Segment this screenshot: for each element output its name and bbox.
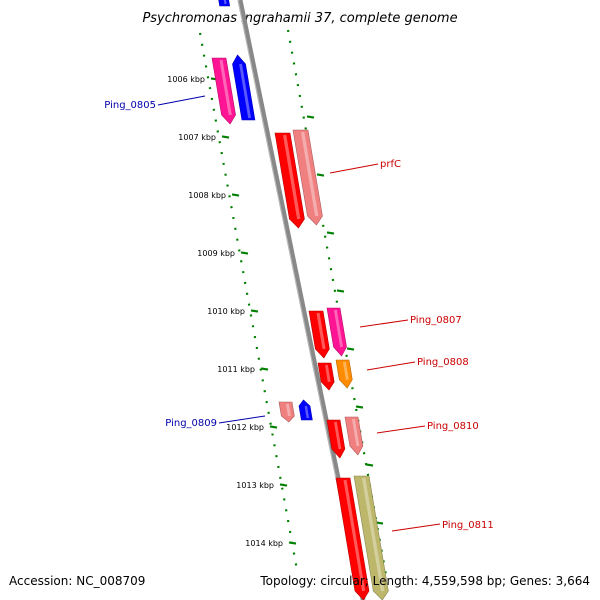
gene-prfc-shine — [301, 131, 319, 217]
gene-ping-0811-a — [335, 477, 370, 600]
gene-label-leader — [359, 319, 409, 328]
scale-tick — [279, 483, 288, 487]
gene-ping-0807-a-shine — [316, 312, 326, 350]
gene-labels: Ping_0805 prfC Ping_0807 Ping_0808 Ping_0809… — [104, 95, 494, 532]
gene-prfc-a-body — [274, 132, 305, 229]
gene-ping-0807-body — [326, 307, 347, 357]
gene-ping-0809-a-shine — [285, 403, 291, 417]
gene-ping-0810-a — [326, 419, 346, 459]
scale-tick — [269, 425, 278, 429]
gene-ping-0811-a-body — [335, 477, 370, 600]
scale-tick — [260, 367, 269, 371]
gene-ping-0808-shine — [342, 361, 349, 380]
gene-ping-0811 — [353, 475, 389, 600]
kbp-label: 1006 kbp — [167, 75, 205, 84]
genome-title: Psychromonas ingrahamii 37, complete gen… — [142, 11, 457, 26]
gene-prfc — [292, 129, 323, 226]
gene-prfc-body — [292, 129, 323, 226]
gene-ping-0809-a-body — [278, 401, 295, 423]
kbp-label: 1012 kbp — [226, 423, 264, 432]
gene-prfc-a — [274, 132, 305, 229]
gene-label-leader — [218, 415, 266, 424]
kbp-label: 1007 kbp — [178, 133, 216, 142]
scale-tick — [240, 251, 249, 255]
gene-ping-0810-body — [344, 416, 364, 456]
gene-ping-0807-a-body — [308, 310, 330, 359]
gene-ping-0805-body — [232, 54, 256, 121]
gene-label-leader — [391, 523, 441, 532]
gene-ping-0809-shine — [304, 405, 310, 419]
genome-stats-text: Topology: circular; Length: 4,559,598 bp… — [260, 574, 590, 588]
scale-tick — [336, 289, 345, 293]
gene-top-partial-body — [218, 0, 231, 7]
scale-tick — [355, 405, 364, 409]
kbp-scale: 1006 kbp 1007 kbp 1008 kbp 1009 kbp 1010 kbp… — [167, 29, 388, 576]
kbp-label: 1014 kbp — [245, 539, 283, 548]
scale-tick — [231, 193, 240, 197]
gene-label[interactable]: Ping_0811 — [442, 520, 494, 531]
gene-ping-0805-a-shine — [219, 59, 232, 116]
gene-ping-0808-a — [317, 362, 335, 391]
scale-track-2 — [286, 29, 388, 576]
kbp-label: 1009 kbp — [197, 249, 235, 258]
gene-label-leader — [366, 361, 416, 371]
gene-ping-0807 — [326, 307, 347, 357]
gene-ping-0809 — [298, 399, 313, 421]
gene-features — [211, 0, 389, 600]
kbp-label: 1008 kbp — [188, 191, 226, 200]
gene-ping-0805-a — [211, 57, 236, 125]
gene-ping-0805-a-body — [211, 57, 236, 125]
gene-label[interactable]: Ping_0808 — [417, 357, 469, 368]
gene-label-leader — [376, 425, 426, 434]
gene-ping-0808 — [335, 359, 353, 389]
gene-ping-0810-a-body — [326, 419, 346, 459]
gene-ping-0811-a-shine — [343, 479, 366, 592]
gene-ping-0808-a-body — [317, 362, 335, 391]
gene-top-partial-shine — [223, 0, 227, 5]
kbp-label: 1011 kbp — [217, 365, 255, 374]
gene-ping-0808-a-shine — [324, 364, 331, 383]
scale-tick — [365, 463, 374, 467]
gene-ping-0807-a — [308, 310, 330, 359]
accession-text: Accession: NC_008709 — [9, 574, 146, 588]
scale-tick — [346, 347, 355, 351]
gene-ping-0810-shine — [351, 418, 360, 447]
gene-label-leader — [329, 163, 379, 174]
gene-top-partial — [218, 0, 231, 7]
gene-ping-0810-a-shine — [333, 421, 342, 450]
gene-ping-0807-shine — [333, 309, 344, 348]
gene-label[interactable]: Ping_0807 — [410, 315, 462, 326]
gene-label[interactable]: Ping_0809 — [165, 418, 217, 429]
gene-ping-0811-body — [353, 475, 389, 600]
kbp-label: 1013 kbp — [236, 481, 274, 490]
gene-label[interactable]: Ping_0810 — [427, 421, 479, 432]
gene-ping-0805 — [232, 54, 256, 121]
gene-ping-0808-body — [335, 359, 353, 389]
gene-ping-0809-body — [298, 399, 313, 421]
gene-label[interactable]: prfC — [380, 159, 401, 170]
gene-label[interactable]: Ping_0805 — [104, 100, 156, 111]
scale-tick — [250, 309, 259, 313]
gene-ping-0809-a — [278, 401, 295, 423]
gene-prfc-a-shine — [283, 134, 301, 220]
scale-tick — [288, 541, 297, 545]
scale-tick — [306, 115, 315, 119]
scale-tick — [316, 173, 325, 177]
kbp-label: 1010 kbp — [207, 307, 245, 316]
gene-ping-0811-shine — [362, 477, 385, 592]
scale-tick — [326, 231, 335, 235]
scale-tick — [221, 135, 230, 139]
gene-ping-0810 — [344, 416, 364, 456]
gene-label-leader — [157, 95, 206, 106]
gene-ping-0805-shine — [239, 63, 252, 119]
scale-tick — [375, 521, 384, 525]
